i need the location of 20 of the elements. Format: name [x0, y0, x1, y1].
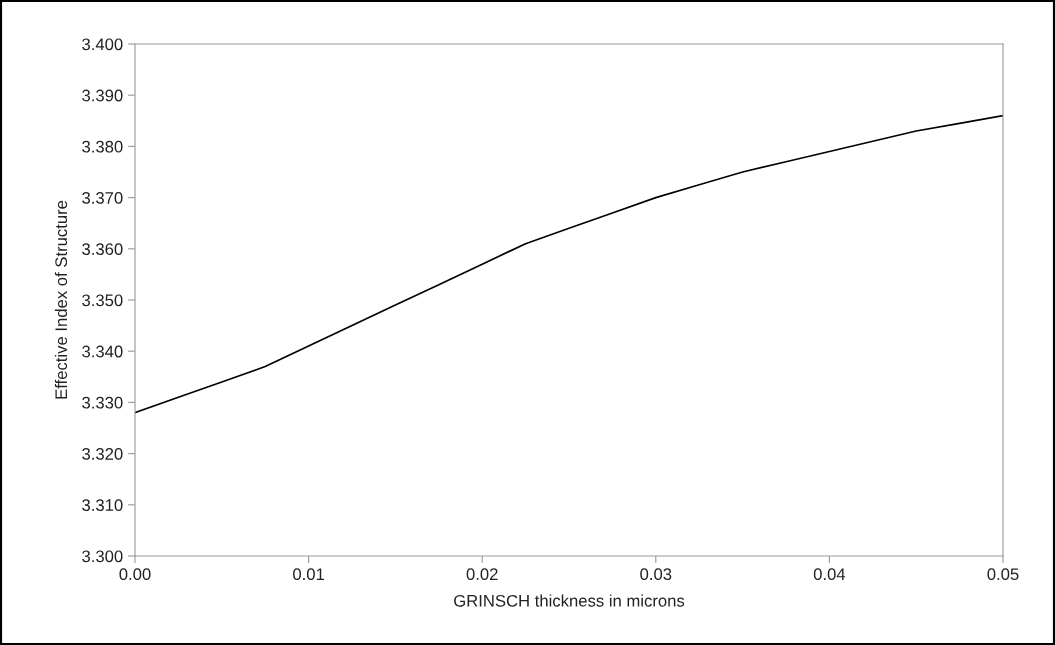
y-tick-label: 3.320	[82, 448, 123, 460]
y-tick-label: 3.360	[82, 243, 123, 255]
y-tick-label: 3.340	[82, 345, 123, 358]
y-tick-label: 3.300	[82, 550, 123, 563]
y-tick-label: 3.390	[82, 89, 123, 102]
y-tick-label: 3.350	[82, 294, 123, 307]
line-series	[135, 114, 1003, 414]
y-tick-label: 3.330	[82, 396, 123, 409]
x-axis-title: GRINSCH thickness in microns	[454, 594, 685, 607]
x-tick-label: 0.01	[293, 568, 325, 581]
y-tick-label: 3.310	[82, 499, 123, 511]
y-axis-title: Effective Index of Structure	[54, 200, 68, 399]
x-tick-label: 0.03	[640, 568, 672, 581]
x-tick-label: 0.04	[813, 568, 846, 581]
x-tick-label: 0.05	[987, 568, 1019, 581]
y-tick-label: 3.400	[82, 38, 123, 51]
x-tick-label: 0.00	[119, 568, 151, 581]
x-tick-label: 0.02	[466, 568, 498, 581]
y-tick-label: 3.370	[82, 192, 123, 204]
y-tick-label: 3.380	[82, 140, 123, 153]
